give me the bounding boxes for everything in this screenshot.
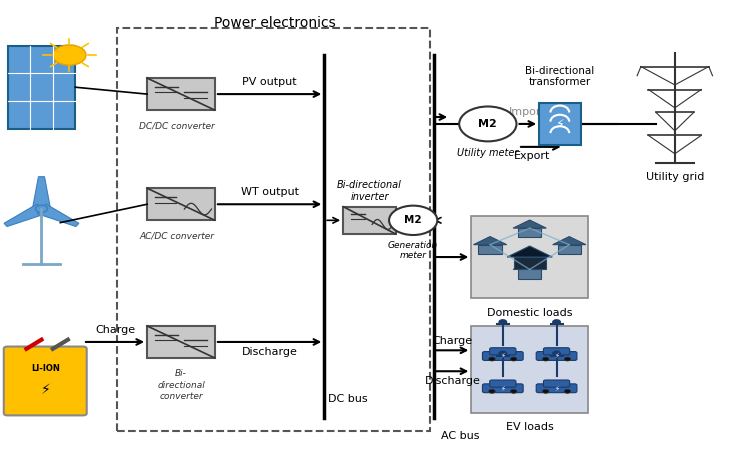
Text: Bi-: Bi-: [175, 369, 187, 379]
Circle shape: [489, 389, 495, 393]
Text: ⚡: ⚡: [554, 353, 559, 359]
Circle shape: [510, 389, 517, 393]
Text: Bi-directional
transformer: Bi-directional transformer: [526, 66, 594, 87]
FancyBboxPatch shape: [147, 78, 215, 110]
Circle shape: [510, 357, 517, 361]
Text: WT output: WT output: [241, 187, 299, 197]
Polygon shape: [513, 261, 546, 269]
Text: ⚡: ⚡: [501, 353, 505, 359]
FancyBboxPatch shape: [489, 380, 516, 387]
Text: Charge: Charge: [95, 325, 135, 335]
Text: ⚡: ⚡: [501, 386, 505, 392]
Circle shape: [459, 106, 516, 141]
Text: M2: M2: [479, 119, 497, 129]
Text: Discharge: Discharge: [241, 347, 298, 357]
Polygon shape: [507, 246, 552, 257]
Text: Import: Import: [510, 107, 546, 117]
Polygon shape: [474, 236, 507, 245]
Polygon shape: [4, 204, 46, 226]
FancyBboxPatch shape: [514, 257, 545, 269]
Text: Export: Export: [514, 151, 550, 162]
Text: converter: converter: [159, 392, 203, 402]
Text: EV loads: EV loads: [506, 422, 553, 432]
FancyBboxPatch shape: [4, 347, 87, 415]
Circle shape: [553, 351, 560, 356]
Text: ⚡: ⚡: [41, 384, 50, 397]
Text: Discharge: Discharge: [425, 376, 480, 386]
Polygon shape: [553, 236, 586, 245]
FancyBboxPatch shape: [479, 245, 501, 254]
Circle shape: [489, 357, 495, 361]
FancyBboxPatch shape: [518, 269, 541, 279]
Text: Domestic loads: Domestic loads: [487, 308, 572, 318]
FancyBboxPatch shape: [8, 46, 75, 129]
Text: ⚡: ⚡: [554, 386, 559, 392]
Text: LI-ION: LI-ION: [31, 364, 60, 373]
Text: Power electronics: Power electronics: [214, 16, 336, 30]
Text: M2: M2: [404, 215, 422, 225]
Circle shape: [564, 389, 571, 393]
Text: DC bus: DC bus: [328, 394, 368, 404]
Polygon shape: [32, 177, 51, 209]
Circle shape: [389, 206, 437, 235]
Text: Generation
meter: Generation meter: [388, 241, 438, 260]
Circle shape: [499, 351, 507, 356]
Text: Utility grid: Utility grid: [645, 172, 704, 182]
FancyBboxPatch shape: [483, 384, 523, 392]
FancyBboxPatch shape: [544, 380, 570, 387]
Circle shape: [35, 205, 48, 213]
Circle shape: [553, 320, 560, 325]
FancyBboxPatch shape: [536, 384, 577, 392]
FancyBboxPatch shape: [471, 216, 588, 298]
Text: AC bus: AC bus: [441, 431, 480, 441]
FancyBboxPatch shape: [539, 103, 581, 145]
Text: Charge: Charge: [432, 336, 473, 346]
Circle shape: [542, 357, 549, 361]
Text: directional: directional: [157, 381, 205, 390]
FancyBboxPatch shape: [147, 188, 215, 220]
FancyBboxPatch shape: [147, 326, 215, 358]
FancyBboxPatch shape: [343, 207, 396, 234]
Text: DC/DC converter: DC/DC converter: [139, 122, 215, 131]
Text: Bi-directional
inverter: Bi-directional inverter: [337, 180, 402, 202]
Circle shape: [499, 320, 507, 325]
Circle shape: [53, 45, 86, 65]
Text: Utility meter: Utility meter: [457, 148, 519, 158]
FancyBboxPatch shape: [489, 348, 516, 355]
Text: AC/DC converter: AC/DC converter: [139, 232, 215, 241]
Polygon shape: [513, 220, 546, 228]
FancyBboxPatch shape: [471, 326, 588, 413]
Text: ⚡: ⚡: [556, 118, 564, 130]
FancyBboxPatch shape: [518, 228, 541, 237]
FancyBboxPatch shape: [544, 348, 570, 355]
Text: PV output: PV output: [242, 77, 297, 87]
Circle shape: [564, 357, 571, 361]
Circle shape: [542, 389, 549, 393]
FancyBboxPatch shape: [558, 245, 581, 254]
Polygon shape: [37, 204, 79, 226]
FancyBboxPatch shape: [536, 352, 577, 360]
FancyBboxPatch shape: [483, 352, 523, 360]
